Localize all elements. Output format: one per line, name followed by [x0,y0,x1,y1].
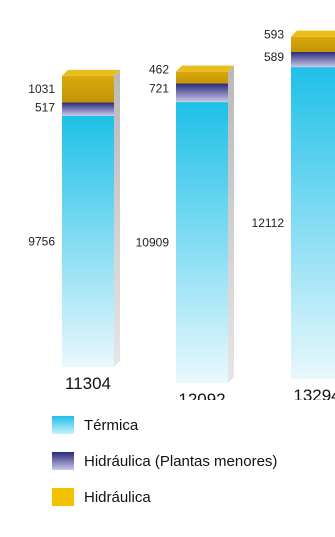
stacked-bar-chart: 9756 517 1031 11304 10909 721 462 12092 12112 589… [28,28,335,400]
bar-3-hidraulica-menores [291,51,335,68]
bar-1-value-hidraulica-menores: 517 [35,100,55,114]
bar-3-hidraulica [291,36,335,52]
bar-1-value-hidraulica: 1031 [28,82,55,96]
bar-3-top [291,30,335,37]
bar-1-hidraulica-menores [62,102,114,116]
bar-2-termica [176,102,228,383]
bar-3-value-hidraulica-menores: 589 [264,50,284,64]
bar-2-hidraulica [176,71,228,84]
bar-3-total: 13294 [293,386,335,400]
bar-2-value-hidraulica-menores: 721 [149,82,169,96]
legend-label-termica: Térmica [84,416,139,434]
hidraulica-menores-swatch [52,452,74,470]
bar-2-top [176,65,234,72]
bar-1-top [62,69,120,76]
bar-1-value-termica: 9756 [28,234,55,248]
legend: Térmica Hidráulica (Plantas menores) Hid… [52,416,277,524]
bar-1-side [114,69,120,367]
bar-2-side [228,65,234,384]
bar-3-termica [291,67,335,379]
bar-3-value-hidraulica: 593 [264,28,284,42]
bar-2-hidraulica-menores [176,83,228,103]
bar-2-value-termica: 10909 [136,236,170,250]
bar-2-value-hidraulica: 462 [149,63,169,77]
termica-swatch [52,416,74,434]
legend-item-termica: Térmica [52,416,277,434]
bar-2-total: 12092 [178,390,225,400]
bar-3-value-termica: 12112 [252,216,285,230]
legend-label-hidraulica: Hidráulica [84,488,151,506]
hidraulica-swatch [52,488,74,506]
bar-1-total: 11304 [65,374,111,393]
legend-label-hidraulica-menores: Hidráulica (Plantas menores) [84,452,278,470]
bar-1-hidraulica [62,75,114,103]
legend-item-hidraulica-menores: Hidráulica (Plantas menores) [52,452,277,470]
legend-item-hidraulica: Hidráulica [52,488,277,506]
bar-1-termica [62,115,114,368]
